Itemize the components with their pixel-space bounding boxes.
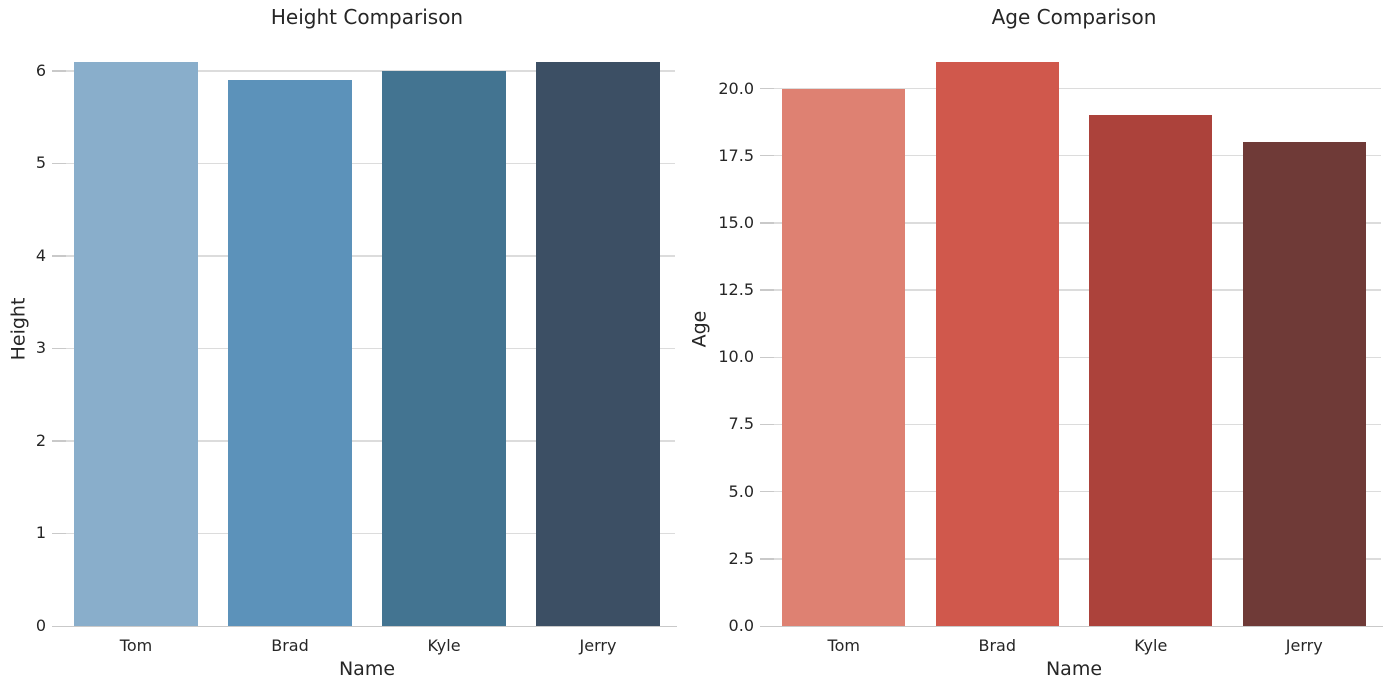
chart-title: Age Comparison: [991, 5, 1157, 29]
y-tick-mark: [52, 70, 66, 72]
y-tick-mark: [52, 255, 66, 257]
y-tick-mark: [760, 289, 774, 291]
y-tick-mark: [52, 440, 66, 442]
gridline: [767, 356, 1381, 358]
y-tick-mark: [760, 490, 774, 493]
gridline: [59, 255, 675, 257]
y-tick-mark: [760, 155, 774, 157]
y-tick-mark: [52, 162, 66, 165]
bar-tom-height: [74, 61, 198, 626]
gridline: [59, 532, 675, 535]
y-tick-label: 2.5: [728, 548, 754, 568]
y-tick-label: 2: [35, 430, 46, 450]
y-tick-mark: [760, 558, 774, 560]
y-tick-label: 5: [35, 153, 46, 173]
y-tick-mark: [52, 347, 66, 350]
gridline: [59, 162, 675, 165]
y-tick-label: 12.5: [718, 280, 754, 300]
y-axis-label: Age: [688, 310, 711, 348]
gridline: [767, 155, 1381, 157]
x-axis-line: [760, 625, 1383, 627]
bar-brad-age: [935, 61, 1059, 626]
gridline: [767, 222, 1381, 224]
bar-tom-age: [782, 88, 906, 626]
y-tick-label: 17.5: [718, 145, 754, 165]
gridline: [767, 87, 1381, 90]
y-tick-label: 6: [35, 60, 46, 80]
y-tick-label: 0.0: [728, 616, 754, 635]
x-tick-label: Tom: [827, 636, 860, 655]
y-tick-label: 3: [35, 338, 46, 358]
bar-kyle-height: [382, 70, 506, 626]
y-tick-label: 0: [35, 616, 46, 635]
gridline: [59, 70, 675, 72]
x-tick-label: Kyle: [1134, 636, 1168, 655]
x-tick-label: Brad: [978, 636, 1016, 655]
y-tick-mark: [760, 423, 774, 426]
gridline: [59, 347, 675, 350]
y-tick-label: 15.0: [718, 212, 754, 232]
bar-jerry-age: [1242, 142, 1366, 626]
x-axis-label: Name: [338, 658, 396, 680]
gridline: [767, 490, 1381, 493]
x-tick-label: Tom: [119, 636, 153, 655]
y-tick-label: 7.5: [728, 414, 754, 434]
bar-brad-height: [228, 80, 352, 626]
y-tick-mark: [52, 532, 66, 535]
chart-title: Height Comparison: [270, 5, 464, 29]
x-tick-label: Kyle: [427, 636, 461, 655]
y-tick-label: 1: [35, 523, 46, 543]
bar-kyle-age: [1089, 115, 1213, 626]
y-tick-mark: [760, 222, 774, 224]
gridline: [767, 423, 1381, 426]
x-axis-line: [52, 625, 677, 627]
x-tick-label: Jerry: [579, 636, 617, 655]
x-tick-label: Brad: [271, 636, 309, 655]
gridline: [767, 558, 1381, 560]
gridline: [59, 440, 675, 442]
x-tick-label: Jerry: [1285, 636, 1323, 655]
y-tick-label: 20.0: [718, 78, 754, 98]
y-tick-mark: [760, 356, 774, 358]
y-tick-label: 5.0: [728, 481, 754, 501]
bar-jerry-height: [536, 61, 660, 626]
y-tick-label: 4: [35, 245, 46, 265]
x-axis-label: Name: [1045, 658, 1103, 680]
y-tick-mark: [760, 87, 774, 90]
gridline: [767, 289, 1381, 291]
y-tick-label: 10.0: [718, 347, 754, 367]
